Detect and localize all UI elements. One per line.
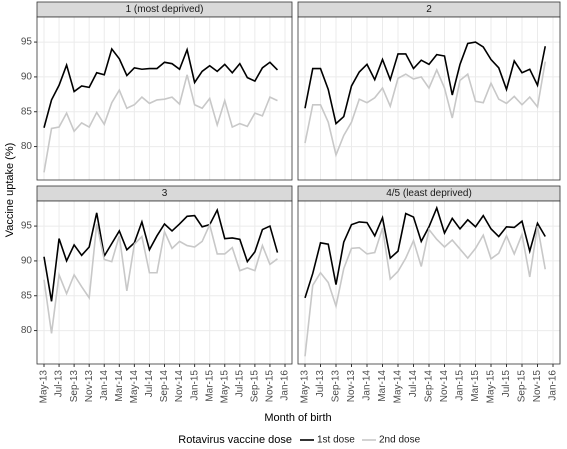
x-tick-label: Jan-16	[548, 370, 559, 401]
x-tick-label: Sep-14	[159, 370, 170, 403]
y-tick-label: 85	[21, 290, 33, 301]
facet-title: 2	[426, 4, 432, 15]
x-tick-label: Jul-14	[408, 370, 419, 398]
y-tick-label: 80	[21, 325, 33, 336]
x-tick-label: May-15	[219, 370, 230, 404]
x-tick-label: Sep-14	[424, 370, 435, 403]
x-tick-label: Nov-14	[439, 370, 450, 403]
x-tick-label: Nov-13	[84, 370, 95, 403]
x-tick-label: Jul-13	[315, 370, 326, 398]
x-tick-label: May-15	[486, 370, 497, 404]
line-series	[43, 47, 279, 128]
x-tick-label: Mar-15	[470, 370, 481, 402]
facet-title: 3	[162, 188, 168, 199]
x-tick-label: May-13	[300, 370, 311, 404]
x-tick-label: Sep-13	[69, 370, 80, 403]
y-tick-label: 90	[21, 256, 33, 267]
x-tick-label: Jan-15	[455, 370, 466, 401]
x-tick-label: Jan-14	[99, 370, 110, 401]
facet-title: 4/5 (least deprived)	[386, 188, 472, 199]
x-tick-label: Jan-16	[280, 370, 291, 401]
x-tick-label: May-13	[39, 370, 50, 404]
x-tick-label: Mar-14	[114, 370, 125, 402]
line-series	[304, 205, 546, 299]
x-tick-label: Nov-14	[174, 370, 185, 403]
x-tick-label: Jan-15	[189, 370, 200, 401]
line-series	[43, 207, 279, 302]
y-tick-label: 85	[21, 106, 33, 117]
x-tick-label: May-14	[129, 370, 140, 404]
line-series	[43, 222, 278, 334]
x-tick-label: Jul-14	[144, 370, 155, 398]
x-tick-label: Jul-15	[234, 370, 245, 398]
y-tick-label: 90	[21, 72, 33, 83]
panel-border	[36, 16, 293, 181]
line-series	[43, 74, 278, 173]
x-tick-label: Nov-15	[265, 370, 276, 403]
x-tick-label: Mar-14	[377, 370, 388, 402]
x-tick-label: Sep-13	[331, 370, 342, 403]
x-tick-label: May-14	[393, 370, 404, 404]
y-tick-label: 95	[21, 221, 33, 232]
line-series	[304, 61, 547, 158]
y-axis-label: Vaccine uptake (%)	[4, 143, 16, 238]
x-tick-label: Sep-15	[250, 370, 261, 403]
legend-label: 2nd dose	[379, 435, 421, 446]
panel-border	[297, 200, 561, 365]
x-tick-label: Mar-15	[204, 370, 215, 402]
x-tick-label: Sep-15	[517, 370, 528, 403]
line-series	[304, 225, 547, 357]
x-tick-label: Jan-14	[362, 370, 373, 401]
y-tick-label: 80	[21, 141, 33, 152]
x-tick-label: Jul-15	[501, 370, 512, 398]
legend-title: Rotavirus vaccine dose	[178, 434, 292, 446]
line-series	[304, 41, 547, 126]
x-tick-label: Nov-13	[346, 370, 357, 403]
facet-title: 1 (most deprived)	[126, 4, 204, 15]
panel-border	[297, 16, 561, 181]
panel-border	[36, 200, 293, 365]
x-tick-label: Jul-13	[54, 370, 65, 398]
y-tick-label: 95	[21, 37, 33, 48]
x-tick-label: Nov-15	[532, 370, 543, 403]
legend-label: 1st dose	[317, 435, 355, 446]
x-axis-label: Month of birth	[264, 412, 331, 424]
